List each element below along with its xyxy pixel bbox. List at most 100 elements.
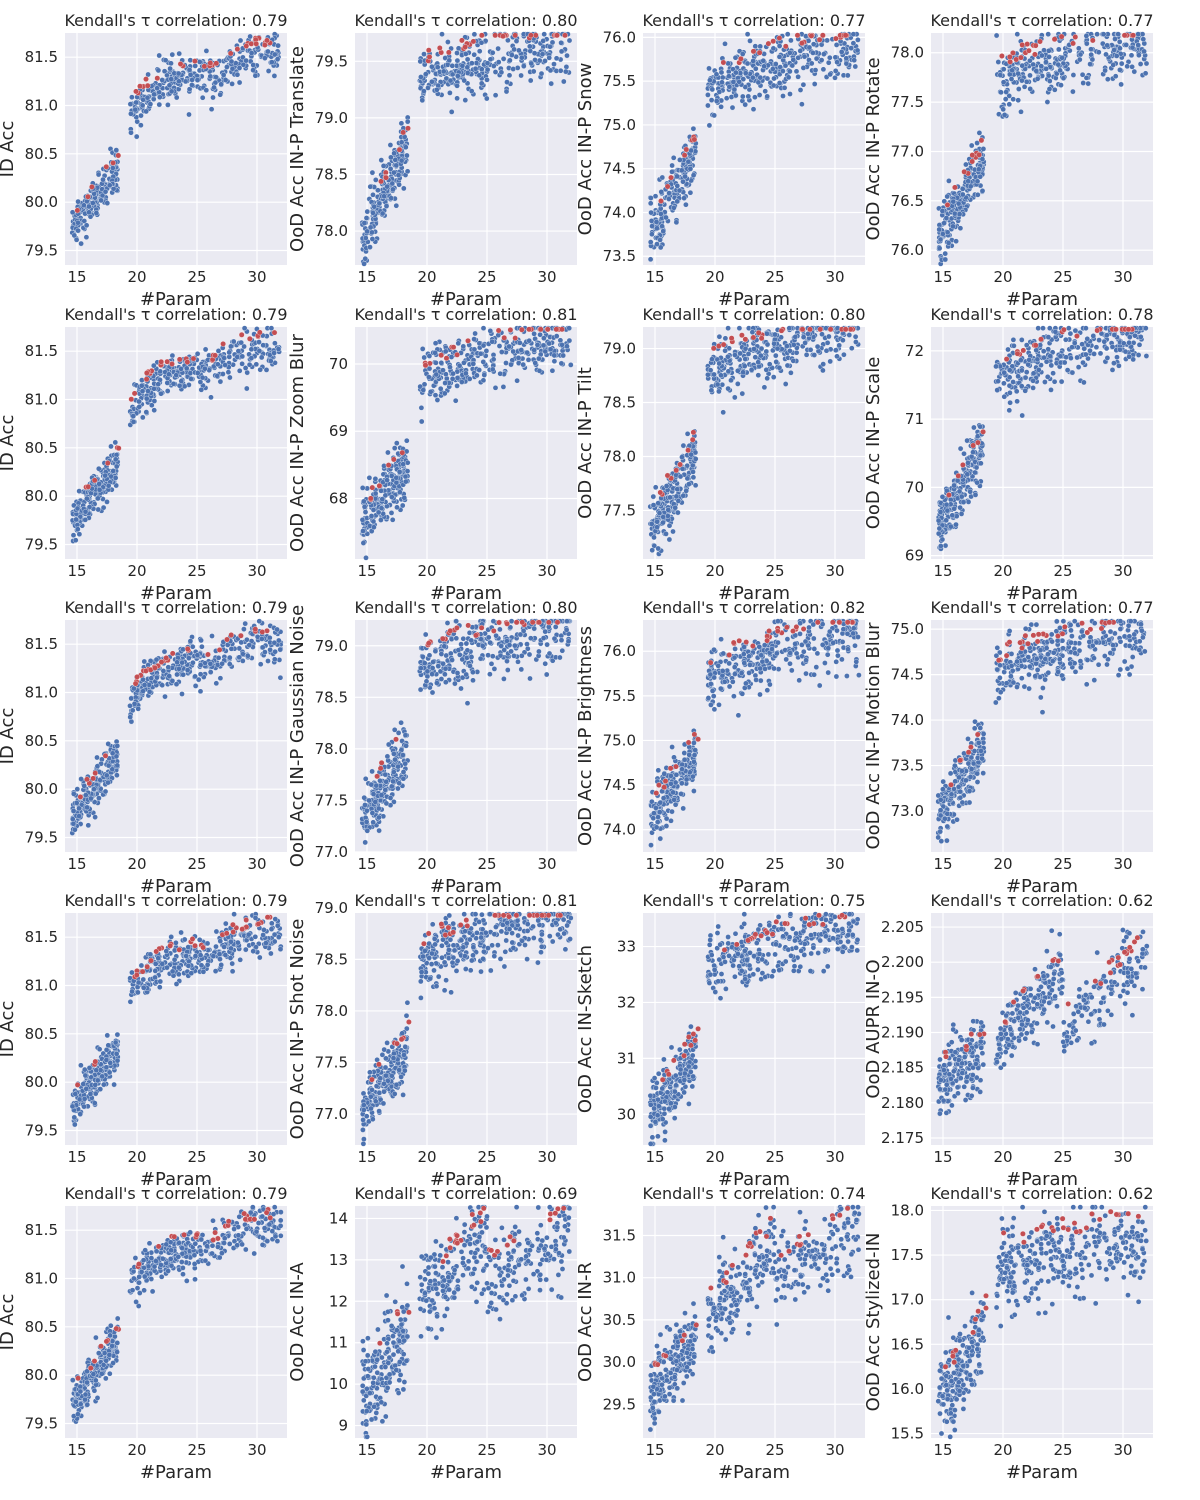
- data-point: [404, 437, 410, 444]
- data-point: [144, 94, 151, 101]
- data-point: [1104, 355, 1111, 361]
- data-point: [649, 231, 655, 237]
- data-point: [718, 97, 725, 104]
- data-point: [968, 142, 975, 149]
- y-tick-label: 81.0: [25, 684, 58, 702]
- data-point: [96, 481, 102, 487]
- data-point: [257, 366, 263, 373]
- data-point: [549, 367, 556, 374]
- data-point: [647, 256, 654, 263]
- highlight-point: [1024, 41, 1031, 47]
- data-point: [814, 343, 821, 350]
- data-point: [939, 208, 946, 214]
- data-point: [379, 210, 386, 217]
- data-point: [1009, 67, 1015, 74]
- data-point: [1014, 398, 1020, 405]
- data-point: [129, 94, 135, 100]
- data-point: [851, 57, 857, 63]
- data-point: [690, 172, 697, 178]
- data-point: [943, 501, 950, 508]
- data-point: [675, 498, 682, 504]
- data-point: [95, 171, 102, 178]
- data-point: [973, 464, 980, 471]
- data-point: [460, 343, 467, 350]
- data-point: [419, 97, 426, 104]
- data-point: [521, 63, 527, 69]
- x-tick-label: 25: [1053, 268, 1072, 286]
- data-point: [977, 173, 983, 180]
- data-point: [106, 182, 113, 189]
- highlight-point: [1089, 37, 1096, 44]
- data-point: [371, 524, 377, 530]
- data-point: [1043, 358, 1050, 365]
- data-point: [846, 332, 853, 338]
- data-point: [648, 209, 654, 216]
- data-point: [175, 70, 182, 77]
- data-point: [784, 362, 791, 369]
- data-point: [1115, 31, 1121, 37]
- data-point: [421, 88, 427, 94]
- data-point: [197, 688, 204, 695]
- data-point: [688, 451, 694, 458]
- data-point: [827, 54, 833, 61]
- highlight-point: [677, 461, 683, 468]
- data-point: [418, 418, 425, 425]
- data-point: [240, 61, 247, 68]
- data-point: [824, 340, 831, 346]
- data-point: [558, 40, 564, 46]
- data-point: [787, 50, 793, 56]
- data-point: [1052, 329, 1059, 335]
- data-point: [250, 62, 256, 68]
- highlight-point: [553, 326, 560, 333]
- data-point: [1090, 333, 1097, 339]
- data-point: [98, 197, 104, 204]
- data-point: [773, 359, 779, 365]
- highlight-point: [961, 168, 968, 175]
- data-point: [381, 193, 387, 200]
- data-point: [474, 372, 480, 379]
- data-point: [1019, 412, 1025, 419]
- data-point: [83, 234, 90, 240]
- data-point: [202, 365, 208, 372]
- data-point: [432, 392, 439, 398]
- data-point: [553, 55, 560, 62]
- x-tick-label: 25: [765, 562, 784, 580]
- data-point: [1023, 342, 1030, 348]
- data-point: [957, 504, 963, 511]
- data-point: [560, 352, 566, 359]
- highlight-point: [794, 32, 801, 39]
- data-point: [647, 239, 654, 245]
- data-point: [770, 82, 777, 89]
- highlight-point: [685, 447, 691, 454]
- data-point: [433, 371, 440, 378]
- data-point: [248, 346, 255, 353]
- y-tick-label: 79.5: [315, 52, 348, 70]
- data-point: [761, 63, 767, 70]
- y-tick-label: 80.5: [25, 145, 58, 163]
- data-point: [977, 452, 984, 459]
- data-point: [1085, 80, 1091, 87]
- highlight-point: [807, 326, 813, 333]
- data-point: [542, 348, 549, 355]
- highlight-point: [778, 327, 785, 334]
- data-point: [978, 460, 984, 467]
- data-point: [220, 371, 226, 377]
- data-point: [1014, 31, 1021, 37]
- chart-title: Kendall's τ correlation: 0.80: [642, 305, 865, 324]
- x-tick-label: 30: [825, 268, 844, 286]
- highlight-point: [512, 32, 519, 39]
- data-point: [850, 31, 857, 37]
- data-point: [1138, 334, 1144, 340]
- highlight-point: [960, 462, 966, 468]
- data-point: [128, 111, 134, 117]
- data-point: [463, 370, 469, 377]
- data-point: [732, 352, 738, 358]
- data-point: [1084, 336, 1091, 342]
- data-point: [1129, 64, 1135, 70]
- data-point: [372, 495, 379, 502]
- data-point: [974, 479, 980, 486]
- data-point: [96, 487, 103, 493]
- data-point: [151, 398, 158, 404]
- data-point: [449, 63, 456, 69]
